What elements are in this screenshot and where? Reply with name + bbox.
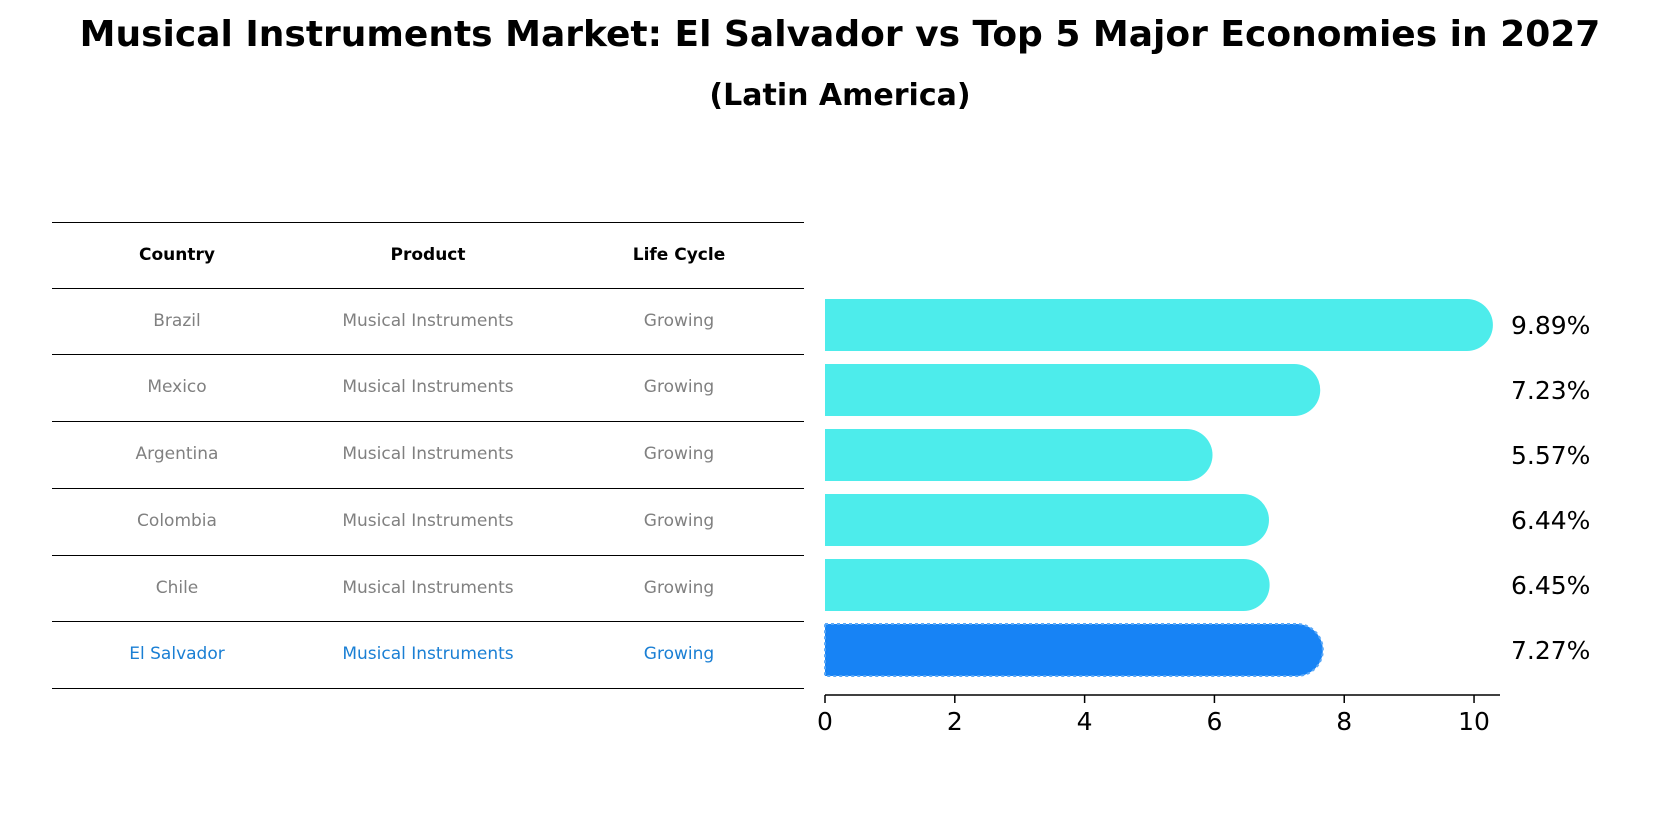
bar [825, 364, 1321, 416]
table-row: Argentina Musical Instruments Growing [52, 421, 804, 487]
x-tick-label: 4 [1077, 707, 1093, 736]
bar [825, 429, 1213, 481]
bar [825, 299, 1493, 351]
product-cell: Musical Instruments [342, 377, 514, 397]
bar [825, 494, 1269, 546]
product-cell: Musical Instruments [342, 511, 514, 531]
table-rule [52, 621, 804, 622]
life-cycle-cell: Growing [643, 377, 715, 397]
country-cell: Colombia [137, 511, 217, 531]
table-rule [52, 288, 804, 289]
x-tick-label: 10 [1458, 707, 1490, 736]
life-cycle-cell: Growing [643, 578, 715, 598]
product-cell: Musical Instruments [342, 444, 514, 464]
bar-value-label: 7.23% [1511, 376, 1590, 405]
table-row-highlight: El Salvador Musical Instruments Growing [52, 621, 804, 687]
life-cycle-cell: Growing [643, 644, 715, 664]
life-cycle-cell: Growing [643, 511, 715, 531]
bar-value-label: 9.89% [1511, 311, 1590, 340]
product-cell: Musical Instruments [342, 644, 514, 664]
product-cell: Musical Instruments [342, 311, 514, 331]
x-tick-label: 8 [1336, 707, 1352, 736]
chart-subtitle: (Latin America) [709, 78, 971, 113]
column-header-life-cycle: Life Cycle [632, 245, 726, 265]
table-rule [52, 488, 804, 489]
country-cell: Mexico [147, 377, 207, 397]
bar-value-label: 6.44% [1511, 506, 1590, 535]
table-row: Mexico Musical Instruments Growing [52, 354, 804, 420]
country-cell: Brazil [153, 311, 201, 331]
table-rule [52, 555, 804, 556]
table-row: Colombia Musical Instruments Growing [52, 488, 804, 554]
country-cell: Argentina [135, 444, 219, 464]
table-row: Brazil Musical Instruments Growing [52, 288, 804, 354]
chart-title: Musical Instruments Market: El Salvador … [79, 14, 1601, 55]
country-cell: Chile [155, 578, 199, 598]
bar [825, 559, 1270, 611]
column-header-product: Product [390, 245, 466, 265]
bar-value-label: 7.27% [1511, 636, 1590, 665]
table-rule [52, 354, 804, 355]
column-header-country: Country [139, 245, 215, 265]
table-row: Chile Musical Instruments Growing [52, 555, 804, 621]
table-rule [52, 222, 804, 223]
life-cycle-cell: Growing [643, 311, 715, 331]
bar-highlight [824, 623, 1324, 677]
x-tick-label: 6 [1206, 707, 1222, 736]
bar-value-label: 6.45% [1511, 571, 1590, 600]
product-cell: Musical Instruments [342, 578, 514, 598]
bar-value-label: 5.57% [1511, 441, 1590, 470]
x-tick-label: 2 [947, 707, 963, 736]
table-rule [52, 421, 804, 422]
table-rule [52, 688, 804, 689]
table-header-row: Country Product Life Cycle [52, 222, 804, 288]
life-cycle-cell: Growing [643, 444, 715, 464]
country-cell: El Salvador [129, 644, 225, 664]
x-tick-label: 0 [817, 707, 833, 736]
